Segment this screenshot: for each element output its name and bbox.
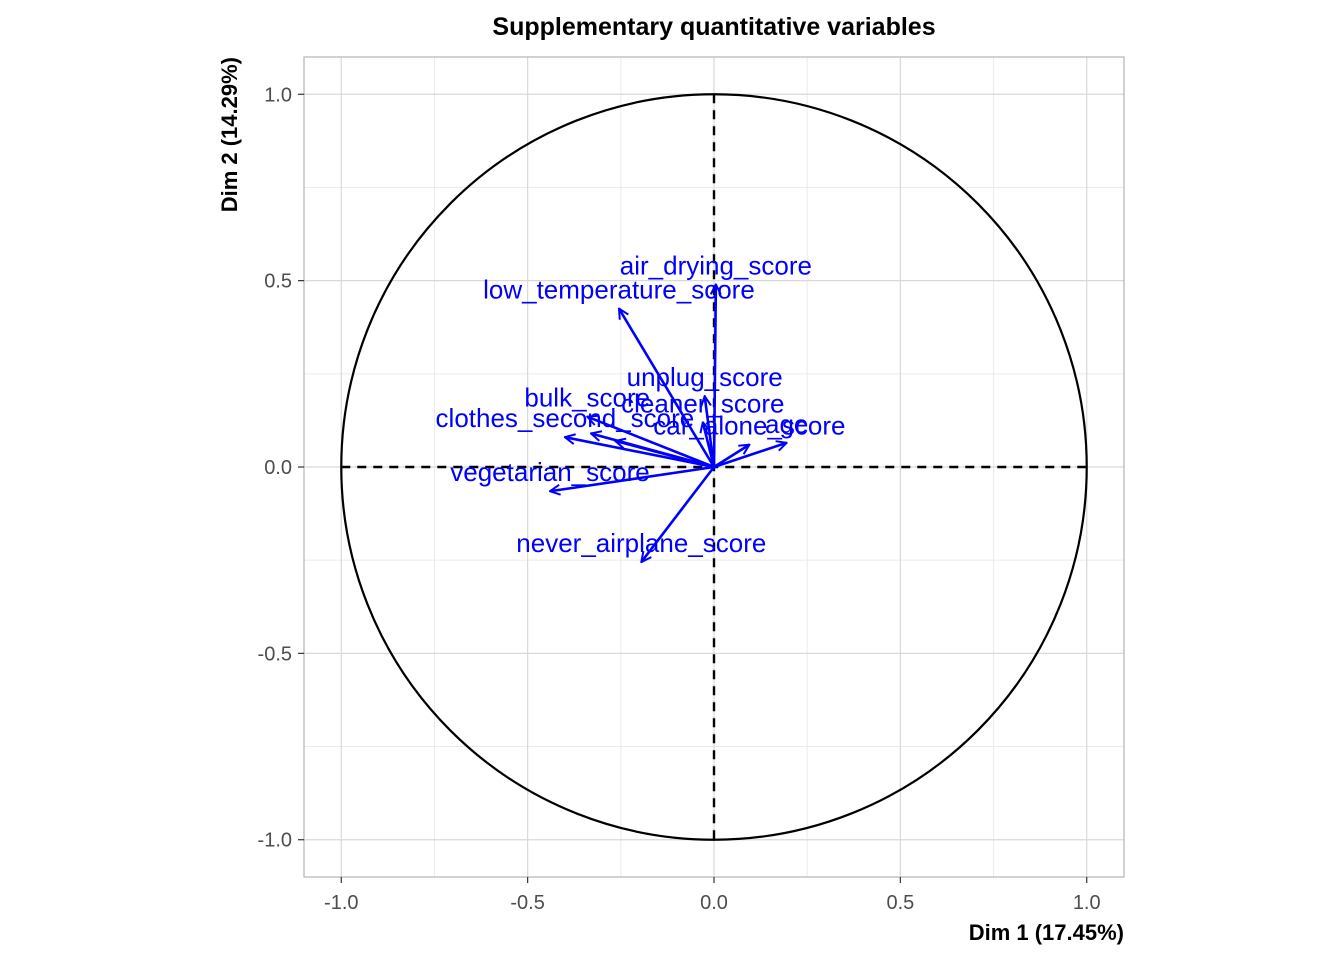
- arrow-cleaner-score: [703, 422, 716, 468]
- y-axis-title: Dim 2 (14.29%): [217, 57, 242, 212]
- label-low-temperature-score: low_temperature_score: [483, 275, 755, 305]
- arrow-car-alone-score: [713, 445, 749, 469]
- y-tick-label: 0.0: [264, 457, 292, 479]
- label-unplug-score: unplug_score: [627, 362, 783, 392]
- label-bulk-score: bulk_score: [524, 383, 650, 413]
- x-tick-label: 0.0: [700, 892, 728, 914]
- y-tick-label: 0.5: [264, 271, 292, 293]
- label-cleaner-score: cleaner_score: [621, 388, 784, 418]
- arrow-air-drying-score: [714, 284, 716, 468]
- arrow-clothes-second-score: [565, 437, 715, 469]
- label-car-alone-score: car_alone_score: [653, 411, 845, 441]
- arrow-vegetarian-score: [550, 465, 715, 491]
- arrow-bulk-score: [587, 417, 715, 469]
- x-tick-label: -1.0: [324, 892, 358, 914]
- variable-arrows: [550, 284, 787, 562]
- y-tick-label: 1.0: [264, 84, 292, 106]
- x-tick-label: -0.5: [510, 892, 544, 914]
- variable-labels: air_drying_scorelow_temperature_scoreunp…: [436, 250, 846, 558]
- arrow-age: [713, 443, 787, 469]
- label-vegetarian-score: vegetarian_score: [450, 457, 649, 487]
- y-tick-label: -1.0: [258, 830, 292, 852]
- label-clothes-second-score: clothes_second_score: [436, 403, 695, 433]
- unit-circle: [340, 93, 1088, 841]
- y-axis-ticks: -1.0 -0.5 0.0 0.5 1.0: [258, 84, 304, 852]
- arrow-unlabeled: [615, 441, 715, 469]
- label-never-airplane-score: never_airplane_score: [516, 528, 766, 558]
- label-air-drying-score: air_drying_score: [620, 250, 812, 280]
- x-tick-label: 1.0: [1073, 892, 1101, 914]
- arrow-never-airplane-score: [641, 466, 716, 562]
- chart-title: Supplementary quantitative variables: [492, 13, 935, 41]
- y-tick-label: -0.5: [258, 643, 292, 665]
- label-age: age: [765, 409, 808, 439]
- x-tick-label: 0.5: [886, 892, 914, 914]
- x-axis-title: Dim 1 (17.45%): [969, 920, 1124, 945]
- x-axis-ticks: -1.0 -0.5 0.0 0.5 1.0: [324, 877, 1101, 914]
- arrow-low-temperature-score: [619, 309, 716, 468]
